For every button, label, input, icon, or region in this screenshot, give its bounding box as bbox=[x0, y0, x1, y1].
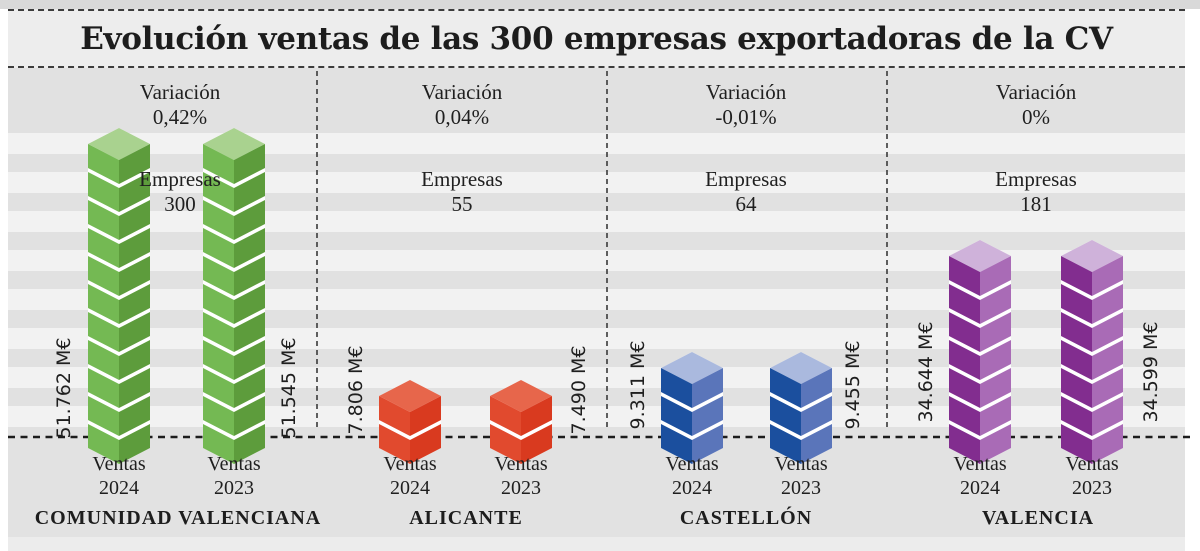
bar-label-valencia-2023: Ventas 2023 bbox=[1065, 452, 1118, 500]
companies-value: 181 bbox=[1020, 191, 1052, 216]
section-header-companies-castellon: Empresas 64 bbox=[705, 167, 787, 217]
variation-label: Variación bbox=[705, 80, 787, 104]
section-header-companies-cv: Empresas 300 bbox=[139, 167, 221, 217]
sales-year: 2024 bbox=[959, 477, 1000, 499]
sales-year: 2023 bbox=[213, 477, 254, 499]
section-header-companies-alicante: Empresas 55 bbox=[421, 167, 503, 217]
value-label-valencia-2023: 34.599 M€ bbox=[1140, 321, 1162, 423]
chart-title: Evolución ventas de las 300 empresas exp… bbox=[80, 20, 1113, 57]
bar-label-cv-2024: Ventas 2024 bbox=[92, 452, 145, 500]
sales-label: Ventas bbox=[494, 453, 548, 475]
value-label-cv-2024: 51.762 M€ bbox=[53, 337, 75, 439]
bottom-border bbox=[8, 537, 1185, 551]
sales-label: Ventas bbox=[207, 453, 261, 475]
bar-label-castellon-2023: Ventas 2023 bbox=[774, 452, 827, 500]
variation-value: -0,01% bbox=[715, 104, 777, 129]
sales-year: 2023 bbox=[780, 477, 821, 499]
sales-label: Ventas bbox=[1065, 453, 1119, 475]
section-name-valencia: VALENCIA bbox=[981, 507, 1095, 529]
companies-value: 300 bbox=[164, 191, 196, 216]
sales-year: 2023 bbox=[500, 477, 541, 499]
bar-label-alicante-2024: Ventas 2024 bbox=[383, 452, 436, 500]
companies-label: Empresas bbox=[995, 167, 1077, 191]
value-label-castellon-2023: 9.455 M€ bbox=[842, 340, 864, 430]
section-name-alicante: ALICANTE bbox=[409, 507, 523, 529]
value-label-alicante-2024: 7.806 M€ bbox=[345, 345, 367, 435]
section-header-companies-valencia: Empresas 181 bbox=[995, 167, 1077, 217]
companies-label: Empresas bbox=[139, 167, 221, 191]
companies-value: 64 bbox=[735, 191, 757, 216]
sales-label: Ventas bbox=[953, 453, 1007, 475]
sales-label: Ventas bbox=[92, 453, 146, 475]
bar-label-valencia-2024: Ventas 2024 bbox=[953, 452, 1006, 500]
section-header-variation-castellon: Variación -0,01% bbox=[706, 80, 786, 130]
variation-value: 0,04% bbox=[434, 104, 490, 129]
value-label-castellon-2024: 9.311 M€ bbox=[627, 340, 649, 430]
section-header-variation-valencia: Variación 0% bbox=[996, 80, 1076, 130]
bar-label-cv-2023: Ventas 2023 bbox=[207, 452, 260, 500]
section-name-cv: COMUNIDAD VALENCIANA bbox=[34, 507, 322, 529]
bar-label-castellon-2024: Ventas 2024 bbox=[665, 452, 718, 500]
variation-value: 0,42% bbox=[152, 104, 208, 129]
sales-label: Ventas bbox=[774, 453, 828, 475]
value-label-valencia-2024: 34.644 M€ bbox=[915, 321, 937, 423]
section-name-castellon: CASTELLÓN bbox=[679, 507, 813, 529]
title-band: Evolución ventas de las 300 empresas exp… bbox=[8, 9, 1185, 68]
sales-label: Ventas bbox=[383, 453, 437, 475]
variation-value: 0% bbox=[1022, 104, 1050, 129]
section-header-variation-cv: Variación 0,42% bbox=[140, 80, 220, 130]
variation-label: Variación bbox=[421, 80, 503, 104]
sales-year: 2024 bbox=[671, 477, 712, 499]
sales-year: 2024 bbox=[98, 477, 139, 499]
companies-label: Empresas bbox=[705, 167, 787, 191]
top-border bbox=[0, 0, 1200, 9]
value-label-alicante-2023: 7.490 M€ bbox=[568, 345, 590, 435]
sales-year: 2024 bbox=[389, 477, 430, 499]
sales-label: Ventas bbox=[665, 453, 719, 475]
variation-label: Variación bbox=[139, 80, 221, 104]
variation-label: Variación bbox=[995, 80, 1077, 104]
companies-label: Empresas bbox=[421, 167, 503, 191]
bar-label-alicante-2023: Ventas 2023 bbox=[494, 452, 547, 500]
companies-value: 55 bbox=[451, 191, 473, 216]
section-header-variation-alicante: Variación 0,04% bbox=[422, 80, 502, 130]
sales-year: 2023 bbox=[1071, 477, 1112, 499]
value-label-cv-2023: 51.545 M€ bbox=[278, 337, 300, 439]
